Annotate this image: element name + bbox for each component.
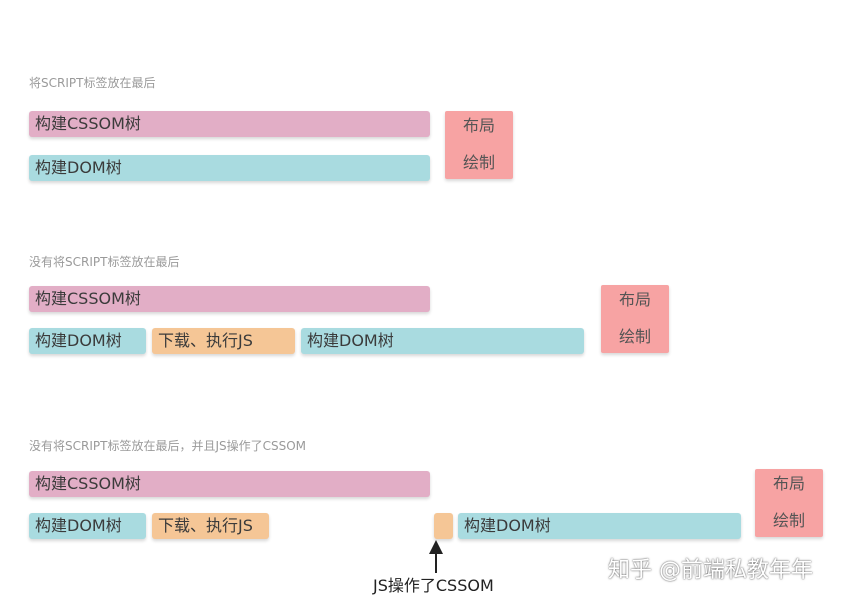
section2-caption: 没有将SCRIPT标签放在最后 xyxy=(29,255,180,269)
section2-dom-bar-2: 构建DOM树 xyxy=(301,328,584,354)
section3-js-bar: 下载、执行JS xyxy=(152,513,269,539)
section2-render-box: 布局 绘制 xyxy=(601,285,669,353)
annotation-arrow-line xyxy=(435,553,437,573)
section3-render-box: 布局 绘制 xyxy=(755,469,823,537)
section1-dom-bar: 构建DOM树 xyxy=(29,155,430,181)
section3-caption: 没有将SCRIPT标签放在最后，并且JS操作了CSSOM xyxy=(29,439,307,453)
section3-dom-bar-2: 构建DOM树 xyxy=(458,513,741,539)
section1-cssom-bar: 构建CSSOM树 xyxy=(29,111,430,137)
section3-layout-label: 布局 xyxy=(772,474,805,493)
section2-dom-bar-1: 构建DOM树 xyxy=(29,328,146,354)
section1-caption: 将SCRIPT标签放在最后 xyxy=(29,76,156,90)
section1-layout-label: 布局 xyxy=(462,116,495,135)
section1-paint-label: 绘制 xyxy=(462,153,495,172)
section3-cssom-bar: 构建CSSOM树 xyxy=(29,471,430,497)
section2-cssom-bar: 构建CSSOM树 xyxy=(29,286,430,312)
section2-paint-label: 绘制 xyxy=(618,327,651,346)
section3-paint-label: 绘制 xyxy=(772,511,805,530)
section1-render-box: 布局 绘制 xyxy=(445,111,513,179)
section3-cssom-op-bar xyxy=(434,513,453,539)
section3-dom-bar-1: 构建DOM树 xyxy=(29,513,146,539)
annotation-label: JS操作了CSSOM xyxy=(373,576,494,595)
section2-js-bar: 下载、执行JS xyxy=(152,328,295,354)
annotation-arrow-icon xyxy=(429,540,443,554)
watermark: 知乎 @前端私教年年 xyxy=(608,558,813,583)
section2-layout-label: 布局 xyxy=(618,290,651,309)
